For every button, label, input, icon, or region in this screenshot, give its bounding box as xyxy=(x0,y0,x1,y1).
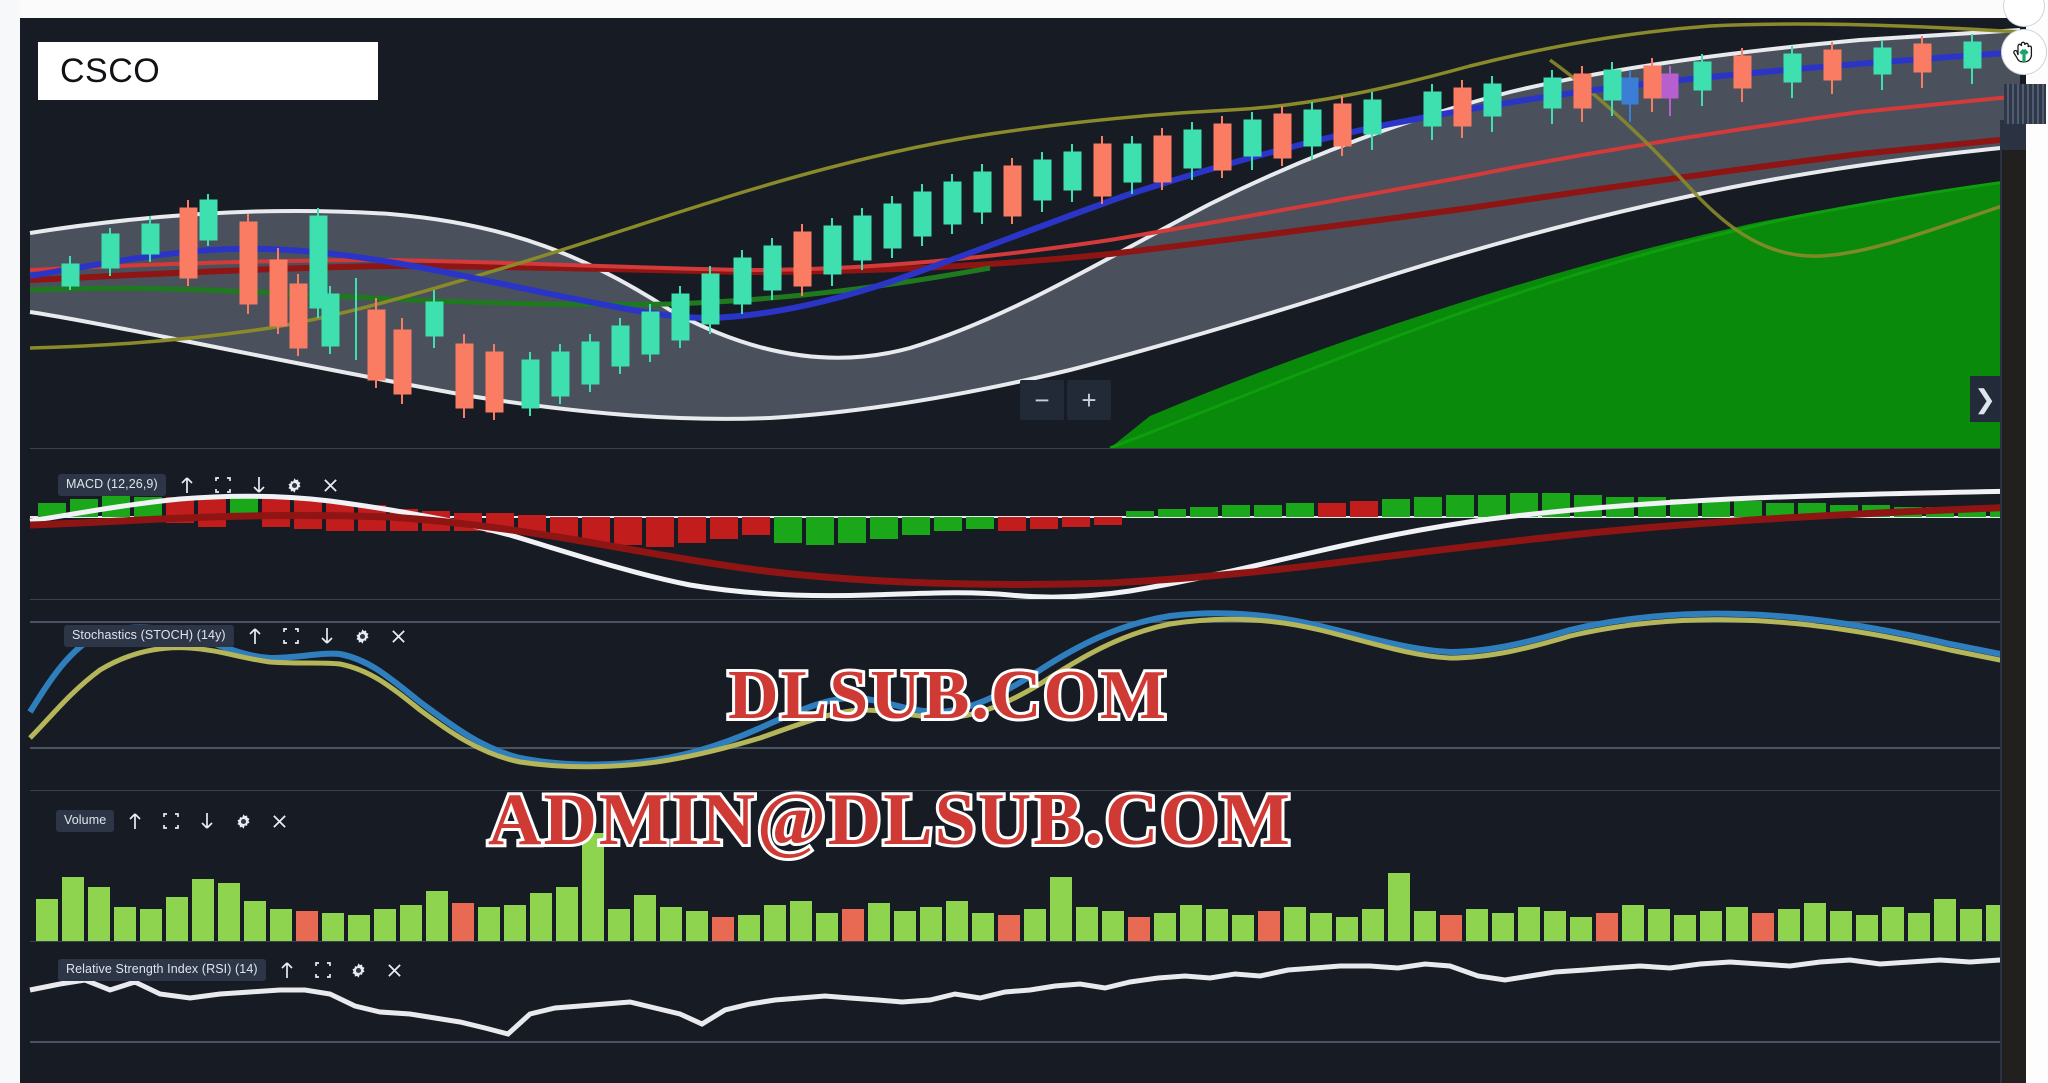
expand-icon[interactable] xyxy=(276,624,306,648)
chart-canvas[interactable]: MACD (12,26,9) xyxy=(20,18,2026,1083)
settings-icon[interactable] xyxy=(348,624,378,648)
settings-icon[interactable] xyxy=(344,958,374,982)
right-side-rail-inner xyxy=(2002,150,2026,1083)
stoch-label[interactable]: Stochastics (STOCH) (14y) xyxy=(64,625,234,647)
expand-icon[interactable] xyxy=(308,958,338,982)
volume-label[interactable]: Volume xyxy=(56,810,115,832)
close-icon[interactable] xyxy=(380,958,410,982)
page-right-strip xyxy=(2026,0,2048,1083)
separator-stoch-volume xyxy=(30,790,2026,791)
page-left-strip xyxy=(0,0,20,1083)
expand-icon[interactable] xyxy=(208,473,238,497)
rsi-label[interactable]: Relative Strength Index (RSI) (14) xyxy=(58,959,266,981)
move-up-icon[interactable] xyxy=(172,473,202,497)
close-icon[interactable] xyxy=(316,473,346,497)
stoch-panel-header: Stochastics (STOCH) (14y) xyxy=(64,624,414,648)
ticker-symbol-text: CSCO xyxy=(60,51,161,90)
move-down-icon[interactable] xyxy=(192,809,222,833)
chart-shell: MACD (12,26,9) xyxy=(20,18,2026,1083)
panel-rsi[interactable]: Relative Strength Index (RSI) (14) xyxy=(20,942,2026,1083)
volume-plot xyxy=(36,833,2008,941)
move-up-icon[interactable] xyxy=(240,624,270,648)
page-top-strip xyxy=(0,0,2048,18)
separator-macd-stoch xyxy=(30,599,2026,600)
ichimoku-cloud xyxy=(1110,180,2020,448)
price-plot xyxy=(29,22,2021,450)
close-icon[interactable] xyxy=(384,624,414,648)
hand-drag-cursor-icon[interactable] xyxy=(2002,30,2046,74)
volume-bars xyxy=(36,833,2008,941)
move-down-icon[interactable] xyxy=(312,624,342,648)
separator-price-macd xyxy=(30,448,2026,449)
bollinger-lower-line xyxy=(29,144,2021,421)
macd-histogram xyxy=(38,493,2018,547)
panel-stoch[interactable]: Stochastics (STOCH) (14y) xyxy=(20,600,2026,790)
next-chevron-button[interactable]: ❯ xyxy=(1970,376,2000,422)
drag-grip-handle[interactable] xyxy=(2004,84,2046,124)
macd-label[interactable]: MACD (12,26,9) xyxy=(58,474,166,496)
candlestick-series xyxy=(61,34,1982,420)
panel-macd[interactable]: MACD (12,26,9) xyxy=(20,449,2026,600)
move-down-icon[interactable] xyxy=(244,473,274,497)
rsi-plot xyxy=(29,957,2020,1043)
zoom-in-button[interactable]: + xyxy=(1067,380,1111,420)
volume-panel-header: Volume xyxy=(56,809,294,833)
bollinger-band-fill xyxy=(30,30,2020,419)
panel-volume[interactable]: Volume xyxy=(20,791,2026,941)
expand-icon[interactable] xyxy=(156,809,186,833)
move-up-icon[interactable] xyxy=(120,809,150,833)
settings-icon[interactable] xyxy=(280,473,310,497)
rsi-panel-header: Relative Strength Index (RSI) (14) xyxy=(58,958,410,982)
macd-line xyxy=(29,488,2021,600)
ichimoku-span-a xyxy=(1109,178,2021,450)
ticker-symbol-box[interactable]: CSCO xyxy=(38,42,378,100)
panel-price[interactable] xyxy=(20,18,2026,450)
macd-signal-line xyxy=(29,503,2021,588)
bollinger-upper-line xyxy=(29,28,2021,360)
ma-green-line xyxy=(29,265,991,308)
stoch-k-line xyxy=(27,610,2021,768)
zoom-out-button[interactable]: − xyxy=(1020,380,1064,420)
settings-icon[interactable] xyxy=(228,809,258,833)
macd-plot xyxy=(29,488,2021,600)
zoom-controls: − + xyxy=(1020,380,1114,420)
rsi-line xyxy=(29,957,2020,1037)
move-up-icon[interactable] xyxy=(272,958,302,982)
ma-olive-line-2 xyxy=(1548,58,2021,258)
ma-olive-line xyxy=(29,22,2021,350)
ma-darkred-line xyxy=(29,135,2021,283)
separator-volume-rsi xyxy=(30,941,2026,942)
stoch-plot xyxy=(27,610,2021,770)
close-icon[interactable] xyxy=(264,809,294,833)
macd-panel-header: MACD (12,26,9) xyxy=(58,473,346,497)
stoch-d-line xyxy=(28,616,2021,770)
